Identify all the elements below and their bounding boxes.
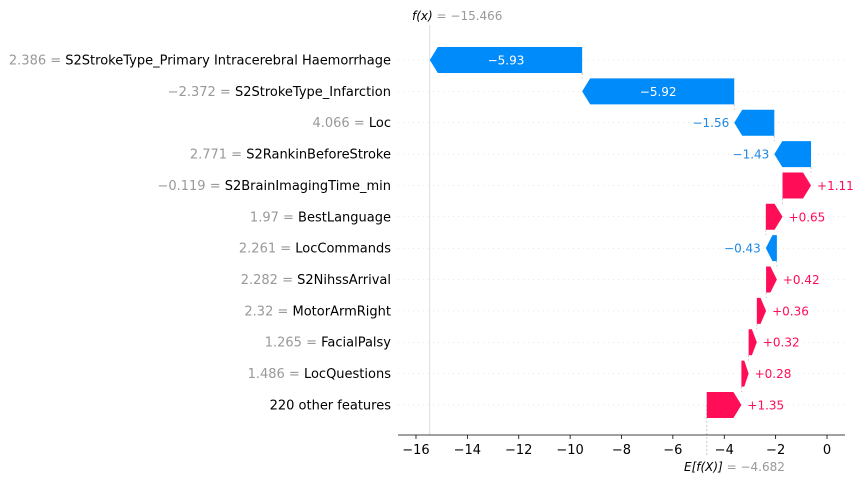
bar-value-label: −1.43 xyxy=(733,148,770,162)
expected-value-value: = −4.682 xyxy=(723,460,785,474)
feature-label: 2.282 = S2NihssArrival xyxy=(241,273,391,288)
waterfall-bar xyxy=(765,203,783,230)
x-tick-label: −2 xyxy=(766,443,785,458)
waterfall-bar xyxy=(748,329,757,356)
waterfall-bar xyxy=(774,141,812,168)
bar-value-label: −0.43 xyxy=(724,242,761,256)
x-tick-label: −8 xyxy=(612,443,631,458)
feature-equals: = xyxy=(302,336,321,351)
waterfall-bar xyxy=(741,360,749,387)
feature-equals: = xyxy=(350,116,369,131)
feature-label: −0.119 = S2BrainImagingTime_min xyxy=(157,179,391,194)
bar-value-label: +1.11 xyxy=(817,179,854,193)
waterfall-bar xyxy=(706,391,742,418)
feature-value: 1.486 xyxy=(248,367,285,382)
feature-value: 2.261 xyxy=(239,242,276,257)
feature-labels: 2.386 = S2StrokeType_Primary Intracerebr… xyxy=(9,54,391,414)
feature-label: 2.771 = S2RankinBeforeStroke xyxy=(190,148,391,163)
feature-label: 1.486 = LocQuestions xyxy=(248,367,392,382)
feature-label: 2.32 = MotorArmRight xyxy=(244,304,391,319)
row-grid-lines xyxy=(398,59,845,406)
feature-label: 1.265 = FacialPalsy xyxy=(265,336,392,351)
waterfall-bar xyxy=(734,109,775,136)
x-tick-label: −12 xyxy=(505,443,532,458)
feature-label: 2.261 = LocCommands xyxy=(239,242,391,257)
feature-name: LocQuestions xyxy=(304,367,391,382)
feature-name: S2RankinBeforeStroke xyxy=(246,148,391,163)
x-tick-label: −10 xyxy=(556,443,583,458)
bar-value-label: +0.36 xyxy=(772,304,809,318)
feature-value: −2.372 xyxy=(168,85,216,100)
waterfall-bar xyxy=(782,172,812,199)
feature-name: S2StrokeType_Infarction xyxy=(235,85,391,100)
bars-group: −5.93 −5.92 −1.56 −1.43 +1.11 +0.65 −0.43 +0.42… xyxy=(429,47,854,418)
feature-label: 2.386 = S2StrokeType_Primary Intracerebr… xyxy=(9,54,391,69)
feature-equals: = xyxy=(279,210,298,225)
waterfall-bar xyxy=(765,235,777,262)
bar-value-label: −5.92 xyxy=(640,85,677,99)
feature-equals: = xyxy=(276,242,295,257)
feature-name: Loc xyxy=(369,116,391,131)
bar-value-label: +1.35 xyxy=(747,398,784,412)
waterfall-bar xyxy=(429,47,583,73)
x-tick-label: −16 xyxy=(402,443,429,458)
waterfall-bar xyxy=(582,78,735,105)
x-tick-label: −6 xyxy=(663,443,682,458)
fx-label-name: f(x) xyxy=(412,9,433,23)
feature-value: 4.066 xyxy=(312,116,349,131)
bar-value-label: −5.93 xyxy=(488,54,525,68)
fx-label: f(x) = −15.466 xyxy=(412,9,502,23)
feature-name: 220 other features xyxy=(270,398,392,413)
feature-equals: = xyxy=(273,304,292,319)
x-axis: −16 −14 −12 −10 −8 −6 −4 −2 0 xyxy=(398,434,845,458)
feature-name: S2BrainImagingTime_min xyxy=(225,179,391,194)
bar-value-label: +0.32 xyxy=(763,336,800,350)
feature-name: S2NihssArrival xyxy=(297,273,391,288)
feature-value: 2.282 xyxy=(241,273,278,288)
x-tick-label: −14 xyxy=(454,443,481,458)
bar-value-label: +0.65 xyxy=(789,210,826,224)
feature-label: 220 other features xyxy=(270,398,392,413)
feature-equals: = xyxy=(206,179,225,194)
feature-value: 2.386 xyxy=(9,54,46,69)
feature-label: 1.97 = BestLanguage xyxy=(250,210,391,225)
feature-name: S2StrokeType_Primary Intracerebral Haemo… xyxy=(65,54,391,69)
expected-value-label: E[f(X)] = −4.682 xyxy=(684,460,785,474)
feature-value: 2.32 xyxy=(244,304,273,319)
feature-name: FacialPalsy xyxy=(321,336,391,351)
feature-value: 2.771 xyxy=(190,148,227,163)
waterfall-bar xyxy=(756,297,767,324)
feature-label: 4.066 = Loc xyxy=(312,116,391,131)
feature-name: MotorArmRight xyxy=(293,304,391,319)
feature-equals: = xyxy=(216,85,235,100)
feature-name: LocCommands xyxy=(295,242,391,257)
feature-label: −2.372 = S2StrokeType_Infarction xyxy=(168,85,391,100)
bar-value-label: −1.56 xyxy=(692,116,729,130)
bar-value-label: +0.42 xyxy=(783,273,820,287)
feature-equals: = xyxy=(227,148,246,163)
waterfall-bar xyxy=(766,266,777,293)
bar-value-label: +0.28 xyxy=(755,367,792,381)
feature-value: 1.97 xyxy=(250,210,279,225)
x-tick-label: 0 xyxy=(823,443,831,458)
feature-equals: = xyxy=(278,273,297,288)
x-tick-label: −4 xyxy=(715,443,734,458)
feature-equals: = xyxy=(46,54,65,69)
feature-name: BestLanguage xyxy=(298,210,391,225)
feature-equals: = xyxy=(285,367,304,382)
fx-label-value: = −15.466 xyxy=(433,9,503,23)
feature-value: 1.265 xyxy=(265,336,302,351)
expected-value-name: E[f(X)] xyxy=(684,460,723,474)
feature-value: −0.119 xyxy=(157,179,205,194)
